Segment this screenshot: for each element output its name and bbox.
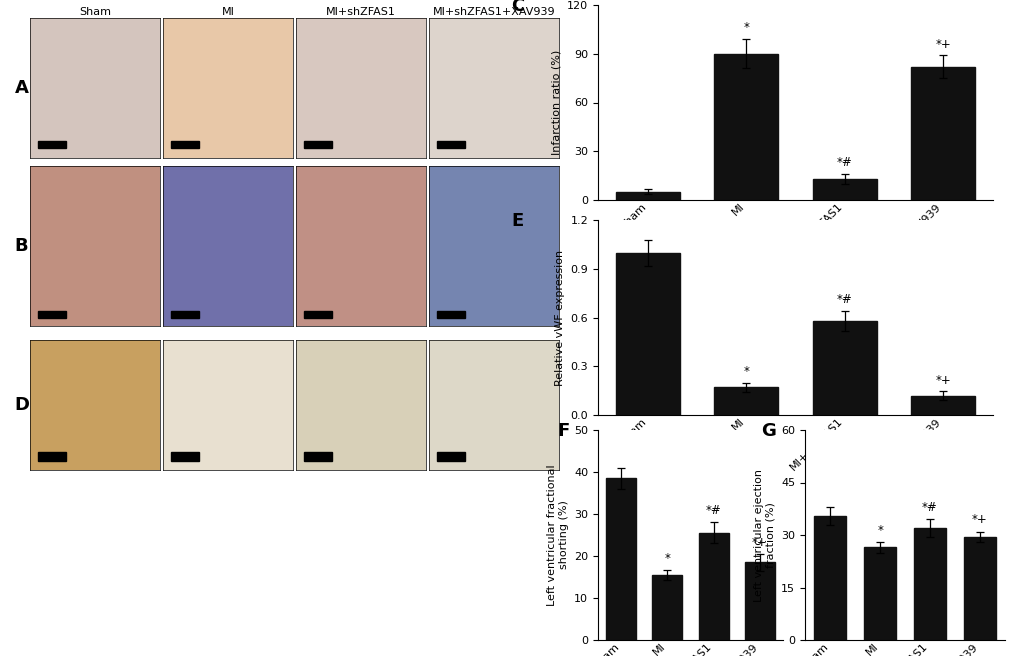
- Text: *#: *#: [836, 156, 852, 169]
- Bar: [615, 253, 680, 415]
- Bar: [812, 179, 875, 200]
- Title: MI+shZFAS1+XAV939: MI+shZFAS1+XAV939: [432, 7, 554, 17]
- Text: *: *: [743, 21, 749, 34]
- Bar: [863, 547, 896, 640]
- Bar: [713, 388, 777, 415]
- Text: *+: *+: [934, 37, 950, 51]
- Text: F: F: [556, 422, 569, 440]
- Text: *#: *#: [705, 504, 720, 517]
- Bar: [744, 562, 773, 640]
- Bar: [910, 396, 974, 415]
- Title: Sham: Sham: [78, 7, 111, 17]
- Text: *+: *+: [934, 373, 950, 386]
- Text: *: *: [663, 552, 669, 565]
- Bar: [38, 311, 66, 318]
- Text: *: *: [743, 365, 749, 378]
- Text: *+: *+: [751, 536, 766, 548]
- Title: MI+shZFAS1: MI+shZFAS1: [326, 7, 395, 17]
- Bar: [652, 575, 682, 640]
- Bar: [436, 452, 465, 461]
- Text: *#: *#: [921, 501, 936, 514]
- Bar: [304, 452, 332, 461]
- Text: *+: *+: [971, 513, 986, 526]
- Y-axis label: Infarction ratio (%): Infarction ratio (%): [551, 50, 561, 155]
- Y-axis label: Left ventricular ejection
fraction (%): Left ventricular ejection fraction (%): [753, 468, 774, 602]
- Y-axis label: Left ventricular fractional
shorting (%): Left ventricular fractional shorting (%): [546, 464, 568, 605]
- Bar: [38, 452, 66, 461]
- Bar: [963, 537, 995, 640]
- Bar: [713, 54, 777, 200]
- Bar: [436, 311, 465, 318]
- Y-axis label: D: D: [14, 396, 30, 414]
- Bar: [304, 140, 332, 148]
- Bar: [913, 528, 946, 640]
- Text: *#: *#: [836, 293, 852, 306]
- Bar: [170, 452, 199, 461]
- Y-axis label: Relative vWF expression: Relative vWF expression: [554, 249, 565, 386]
- Text: G: G: [760, 422, 775, 440]
- Title: MI: MI: [221, 7, 234, 17]
- Bar: [615, 192, 680, 200]
- Text: C: C: [511, 0, 524, 15]
- Bar: [170, 311, 199, 318]
- Bar: [38, 140, 66, 148]
- Y-axis label: A: A: [14, 79, 29, 97]
- Text: E: E: [511, 212, 523, 230]
- Bar: [170, 140, 199, 148]
- Bar: [606, 478, 636, 640]
- Bar: [812, 321, 875, 415]
- Y-axis label: B: B: [15, 237, 29, 255]
- Bar: [910, 67, 974, 200]
- Bar: [813, 516, 846, 640]
- Bar: [436, 140, 465, 148]
- Text: *: *: [876, 523, 882, 537]
- Bar: [698, 533, 728, 640]
- Bar: [304, 311, 332, 318]
